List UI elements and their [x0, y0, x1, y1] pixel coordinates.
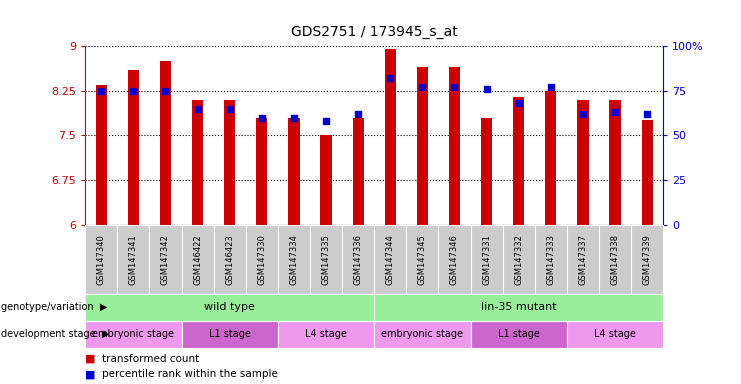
Bar: [385, 49, 396, 225]
Bar: [642, 121, 653, 225]
Text: ■: ■: [85, 354, 96, 364]
Bar: [192, 100, 203, 225]
Text: L4 stage: L4 stage: [305, 329, 347, 339]
Text: GSM147331: GSM147331: [482, 234, 491, 285]
Bar: [545, 91, 556, 225]
Bar: [449, 67, 460, 225]
Text: GSM147346: GSM147346: [450, 234, 459, 285]
Text: transformed count: transformed count: [102, 354, 199, 364]
Text: GSM147345: GSM147345: [418, 234, 427, 285]
Bar: [224, 100, 236, 225]
Text: GSM146422: GSM146422: [193, 234, 202, 285]
Text: GSM147342: GSM147342: [161, 234, 170, 285]
Text: GSM147344: GSM147344: [386, 234, 395, 285]
Text: GSM146423: GSM146423: [225, 234, 234, 285]
Text: GSM147333: GSM147333: [546, 234, 555, 285]
Text: embryonic stage: embryonic stage: [382, 329, 463, 339]
Bar: [160, 61, 171, 225]
Bar: [416, 67, 428, 225]
Text: genotype/variation  ▶: genotype/variation ▶: [1, 302, 108, 312]
Bar: [288, 118, 299, 225]
Text: percentile rank within the sample: percentile rank within the sample: [102, 369, 277, 379]
Text: ■: ■: [85, 369, 96, 379]
Bar: [96, 85, 107, 225]
Text: wild type: wild type: [205, 302, 255, 312]
Text: GSM147337: GSM147337: [579, 234, 588, 285]
Text: GSM147334: GSM147334: [290, 234, 299, 285]
Bar: [577, 100, 588, 225]
Bar: [481, 118, 492, 225]
Text: GSM147330: GSM147330: [257, 234, 266, 285]
Bar: [320, 136, 332, 225]
Text: development stage  ▶: development stage ▶: [1, 329, 110, 339]
Text: GSM147339: GSM147339: [642, 234, 651, 285]
Text: L1 stage: L1 stage: [209, 329, 250, 339]
Bar: [256, 118, 268, 225]
Text: GSM147341: GSM147341: [129, 234, 138, 285]
Text: GDS2751 / 173945_s_at: GDS2751 / 173945_s_at: [290, 25, 458, 39]
Text: GSM147336: GSM147336: [353, 234, 362, 285]
Bar: [353, 118, 364, 225]
Text: L4 stage: L4 stage: [594, 329, 636, 339]
Bar: [513, 97, 525, 225]
Text: lin-35 mutant: lin-35 mutant: [481, 302, 556, 312]
Bar: [127, 70, 139, 225]
Text: GSM147335: GSM147335: [322, 234, 330, 285]
Text: GSM147338: GSM147338: [611, 234, 619, 285]
Text: embryonic stage: embryonic stage: [93, 329, 174, 339]
Text: GSM147332: GSM147332: [514, 234, 523, 285]
Text: L1 stage: L1 stage: [498, 329, 539, 339]
Bar: [609, 100, 621, 225]
Text: GSM147340: GSM147340: [97, 234, 106, 285]
